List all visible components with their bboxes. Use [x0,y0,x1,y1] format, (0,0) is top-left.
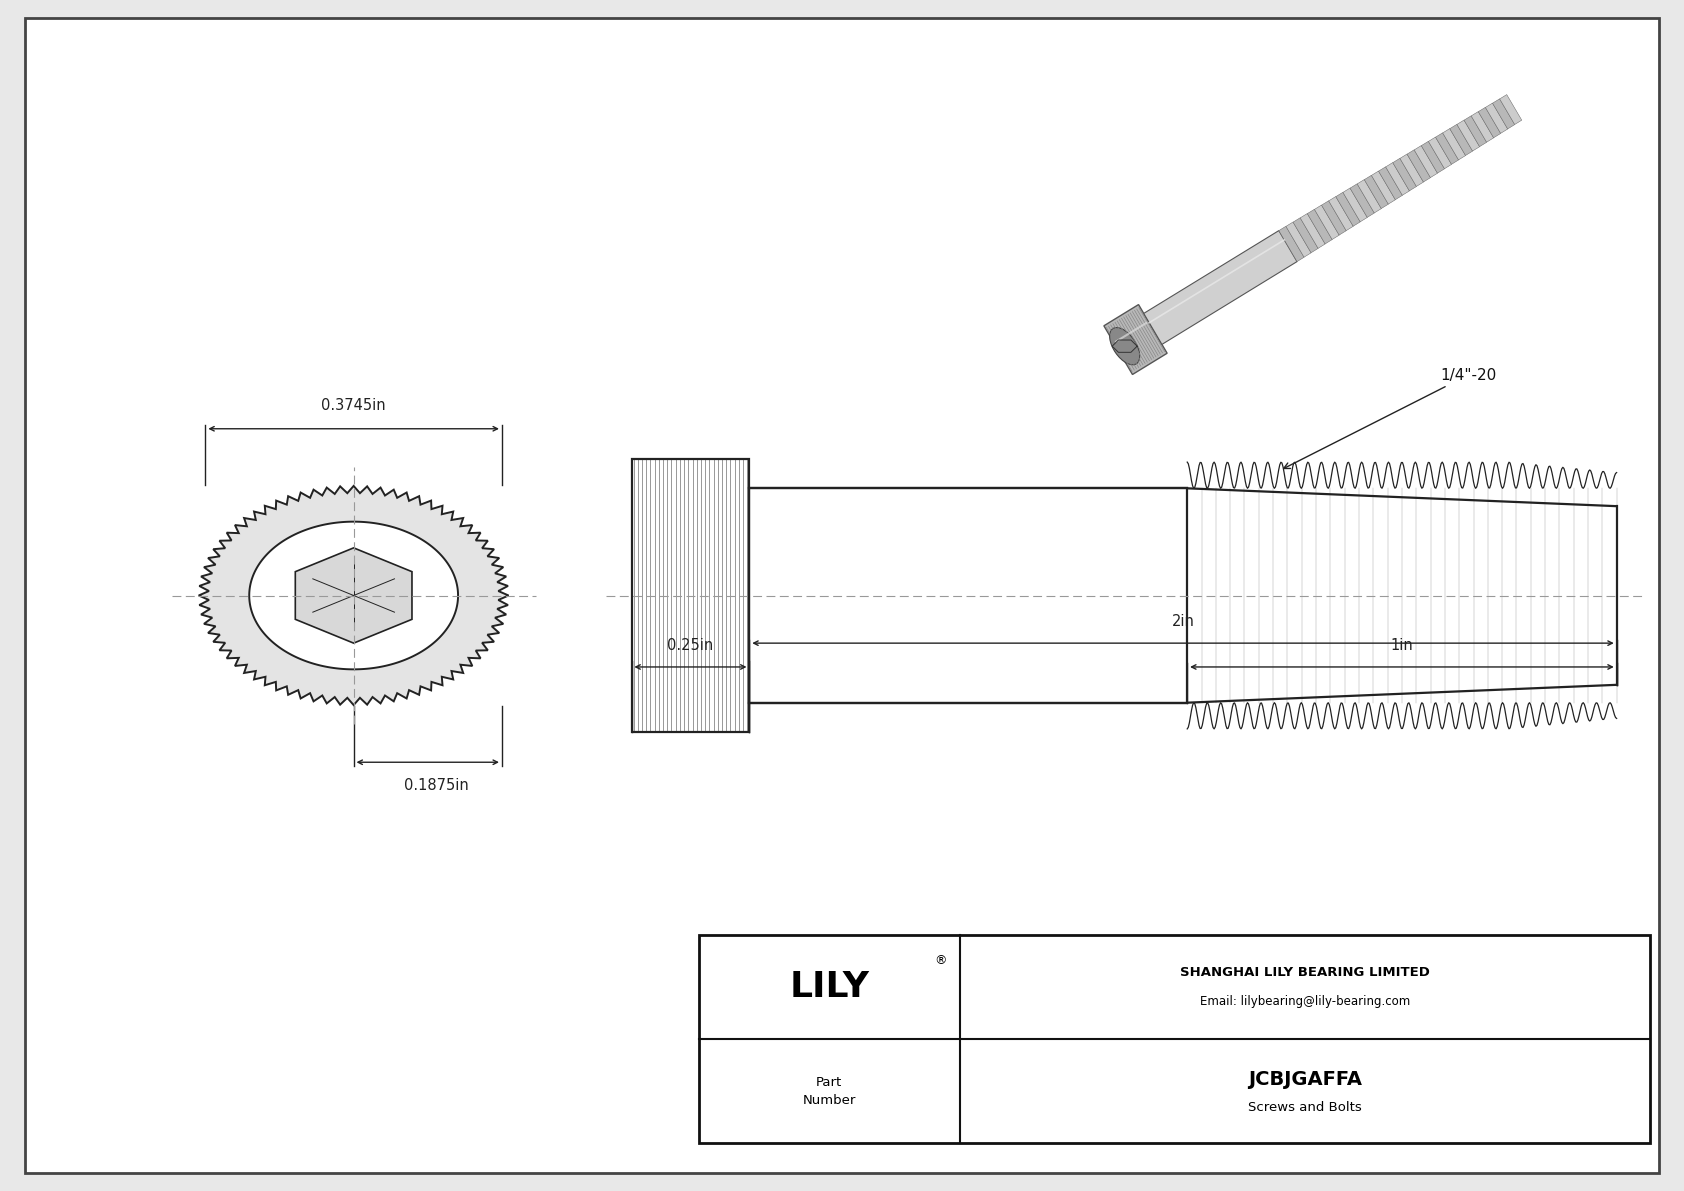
Polygon shape [295,548,413,643]
Polygon shape [1371,172,1396,204]
Polygon shape [1443,129,1465,160]
Text: 1/4"-20: 1/4"-20 [1283,368,1495,468]
Polygon shape [1379,167,1403,200]
Polygon shape [1364,175,1388,208]
Polygon shape [1435,133,1458,164]
Polygon shape [199,486,509,705]
Polygon shape [1105,305,1167,374]
Polygon shape [1335,192,1361,226]
Polygon shape [1472,112,1494,142]
Polygon shape [1357,180,1381,213]
Polygon shape [1393,158,1416,191]
Polygon shape [1293,218,1319,252]
Polygon shape [1278,226,1303,262]
Polygon shape [1408,150,1430,182]
Text: LILY: LILY [790,969,869,1004]
Polygon shape [1322,201,1346,235]
Polygon shape [1143,231,1297,344]
Polygon shape [1342,188,1367,222]
Polygon shape [1463,116,1487,146]
Bar [632,459,749,732]
Text: JCBJGAFFA: JCBJGAFFA [1248,1070,1362,1089]
Text: Part
Number: Part Number [803,1075,855,1106]
Polygon shape [1315,205,1339,239]
Text: SHANGHAI LILY BEARING LIMITED: SHANGHAI LILY BEARING LIMITED [1180,966,1430,979]
Polygon shape [1428,137,1452,169]
Text: 0.1875in: 0.1875in [404,778,468,793]
Polygon shape [1307,210,1332,244]
Polygon shape [1421,142,1445,173]
Text: ®: ® [933,954,946,967]
Ellipse shape [1110,328,1140,364]
Text: Email: lilybearing@lily-bearing.com: Email: lilybearing@lily-bearing.com [1201,994,1410,1008]
Polygon shape [1485,104,1507,133]
Polygon shape [1300,213,1325,249]
Bar [699,935,1650,1143]
Text: Screws and Bolts: Screws and Bolts [1248,1102,1362,1115]
Text: 2in: 2in [1172,613,1194,629]
Polygon shape [1329,197,1354,231]
Polygon shape [1457,120,1480,151]
Polygon shape [1500,94,1522,125]
Polygon shape [1351,183,1374,218]
Bar [749,488,1187,703]
Polygon shape [1479,107,1500,138]
Polygon shape [249,522,458,669]
Polygon shape [1492,99,1514,129]
Polygon shape [1399,154,1423,187]
Text: 0.25in: 0.25in [667,637,714,653]
Text: 1in: 1in [1391,637,1413,653]
Polygon shape [1386,162,1410,195]
Polygon shape [1287,222,1312,257]
Polygon shape [1450,124,1472,156]
Text: 0.3745in: 0.3745in [322,398,386,413]
Polygon shape [1415,145,1438,177]
